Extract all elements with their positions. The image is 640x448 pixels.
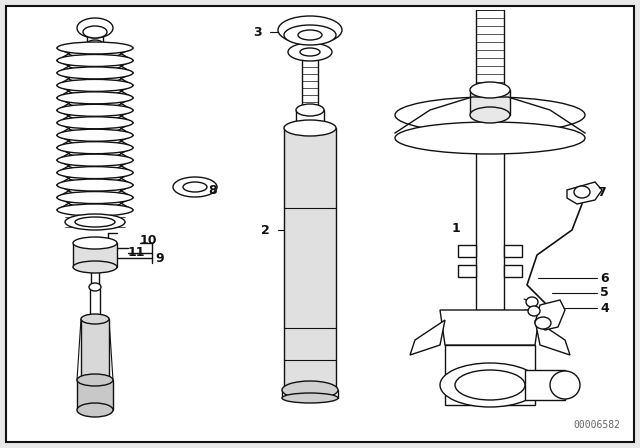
- Polygon shape: [567, 182, 602, 204]
- Ellipse shape: [77, 374, 113, 386]
- Text: 3: 3: [253, 26, 262, 39]
- Ellipse shape: [282, 381, 338, 399]
- Bar: [81, 319, 109, 380]
- Ellipse shape: [69, 162, 121, 170]
- Ellipse shape: [69, 74, 121, 82]
- Text: 4: 4: [600, 302, 609, 314]
- Ellipse shape: [75, 217, 115, 227]
- Polygon shape: [535, 320, 570, 355]
- Ellipse shape: [73, 261, 117, 273]
- Ellipse shape: [69, 112, 121, 120]
- Ellipse shape: [69, 149, 121, 157]
- Bar: [284, 128, 336, 390]
- Ellipse shape: [57, 204, 133, 216]
- Ellipse shape: [69, 137, 121, 145]
- Polygon shape: [458, 265, 476, 277]
- Ellipse shape: [288, 43, 332, 61]
- Ellipse shape: [455, 370, 525, 400]
- Polygon shape: [440, 310, 540, 345]
- Ellipse shape: [296, 104, 324, 116]
- Ellipse shape: [298, 30, 322, 40]
- Text: 7: 7: [597, 185, 605, 198]
- Ellipse shape: [526, 297, 538, 307]
- Ellipse shape: [89, 283, 101, 291]
- Ellipse shape: [57, 167, 133, 179]
- Bar: [73, 243, 117, 267]
- Ellipse shape: [69, 199, 121, 207]
- Bar: [77, 380, 113, 410]
- Text: 2: 2: [261, 224, 270, 237]
- Ellipse shape: [470, 107, 510, 123]
- Text: 10: 10: [140, 234, 157, 247]
- Ellipse shape: [69, 62, 121, 70]
- Ellipse shape: [77, 18, 113, 38]
- Ellipse shape: [57, 179, 133, 191]
- Text: 11: 11: [128, 246, 145, 258]
- Text: 1: 1: [452, 221, 461, 234]
- Text: 8: 8: [208, 184, 216, 197]
- Ellipse shape: [57, 104, 133, 116]
- Ellipse shape: [69, 174, 121, 182]
- Polygon shape: [410, 320, 445, 355]
- Ellipse shape: [69, 50, 121, 58]
- Ellipse shape: [57, 42, 133, 54]
- Ellipse shape: [57, 129, 133, 141]
- Ellipse shape: [77, 403, 113, 417]
- Ellipse shape: [528, 306, 540, 316]
- Ellipse shape: [535, 317, 551, 329]
- Text: 9: 9: [155, 251, 164, 264]
- Ellipse shape: [395, 97, 585, 133]
- Ellipse shape: [183, 182, 207, 192]
- Ellipse shape: [173, 177, 217, 197]
- Text: 00006582: 00006582: [573, 420, 620, 430]
- Ellipse shape: [57, 67, 133, 79]
- Text: 6: 6: [600, 271, 609, 284]
- Polygon shape: [535, 300, 565, 330]
- Bar: [470, 90, 510, 115]
- Ellipse shape: [57, 192, 133, 203]
- Ellipse shape: [284, 120, 336, 136]
- Ellipse shape: [65, 214, 125, 230]
- Ellipse shape: [57, 79, 133, 91]
- Ellipse shape: [470, 82, 510, 98]
- Ellipse shape: [81, 314, 109, 324]
- Ellipse shape: [278, 16, 342, 44]
- Ellipse shape: [57, 55, 133, 66]
- Text: 5: 5: [600, 287, 609, 300]
- Ellipse shape: [284, 25, 336, 45]
- Ellipse shape: [87, 40, 103, 48]
- Bar: [296, 110, 324, 128]
- Polygon shape: [504, 245, 522, 257]
- Ellipse shape: [300, 48, 320, 56]
- Ellipse shape: [296, 122, 324, 134]
- Polygon shape: [504, 265, 522, 277]
- Ellipse shape: [69, 99, 121, 108]
- Ellipse shape: [282, 393, 338, 403]
- Ellipse shape: [57, 142, 133, 154]
- Ellipse shape: [57, 117, 133, 129]
- Ellipse shape: [57, 154, 133, 166]
- Bar: [476, 141, 504, 310]
- Ellipse shape: [550, 371, 580, 399]
- Ellipse shape: [69, 125, 121, 132]
- Ellipse shape: [69, 187, 121, 195]
- Ellipse shape: [440, 363, 540, 407]
- Ellipse shape: [69, 87, 121, 95]
- Ellipse shape: [57, 92, 133, 104]
- Ellipse shape: [83, 26, 107, 38]
- Polygon shape: [458, 245, 476, 257]
- Ellipse shape: [574, 186, 590, 198]
- Ellipse shape: [395, 122, 585, 154]
- Ellipse shape: [73, 237, 117, 249]
- Bar: [445, 345, 535, 405]
- Bar: [525, 370, 565, 400]
